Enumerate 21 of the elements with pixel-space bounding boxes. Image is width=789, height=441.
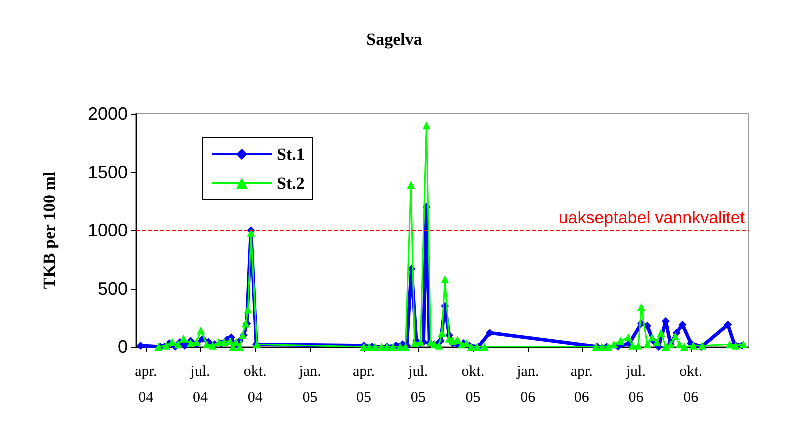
x-tick-label: jan. 05: [298, 364, 322, 406]
y-tick-label: 1500: [88, 162, 128, 182]
legend-label: St.2: [277, 174, 305, 193]
ref-line-label: uakseptabel vannkvalitet: [558, 208, 746, 228]
x-tick-label: jan. 06: [516, 364, 540, 406]
y-tick-label: 500: [98, 278, 128, 299]
y-axis-title: TKB per 100 ml: [40, 172, 59, 290]
x-tick-label: jul. 06: [625, 364, 646, 406]
x-tick-label: okt. 06: [680, 364, 703, 406]
x-tick-label: jul. 05: [408, 364, 428, 406]
y-tick-label: 0: [118, 337, 128, 357]
legend-label: St.1: [277, 145, 305, 164]
y-tick-label: 2000: [88, 104, 128, 124]
x-tick-label: okt. 05: [462, 364, 485, 406]
chart-title: Sagelva: [366, 30, 423, 49]
x-tick-label: apr. 05: [352, 364, 376, 406]
x-tick-label: apr. 06: [570, 364, 593, 406]
x-tick-label: okt. 04: [244, 364, 267, 406]
y-tick-label: 1000: [88, 220, 128, 240]
x-tick-label: apr. 04: [135, 364, 158, 406]
x-tick-label: jul. 04: [190, 364, 210, 406]
